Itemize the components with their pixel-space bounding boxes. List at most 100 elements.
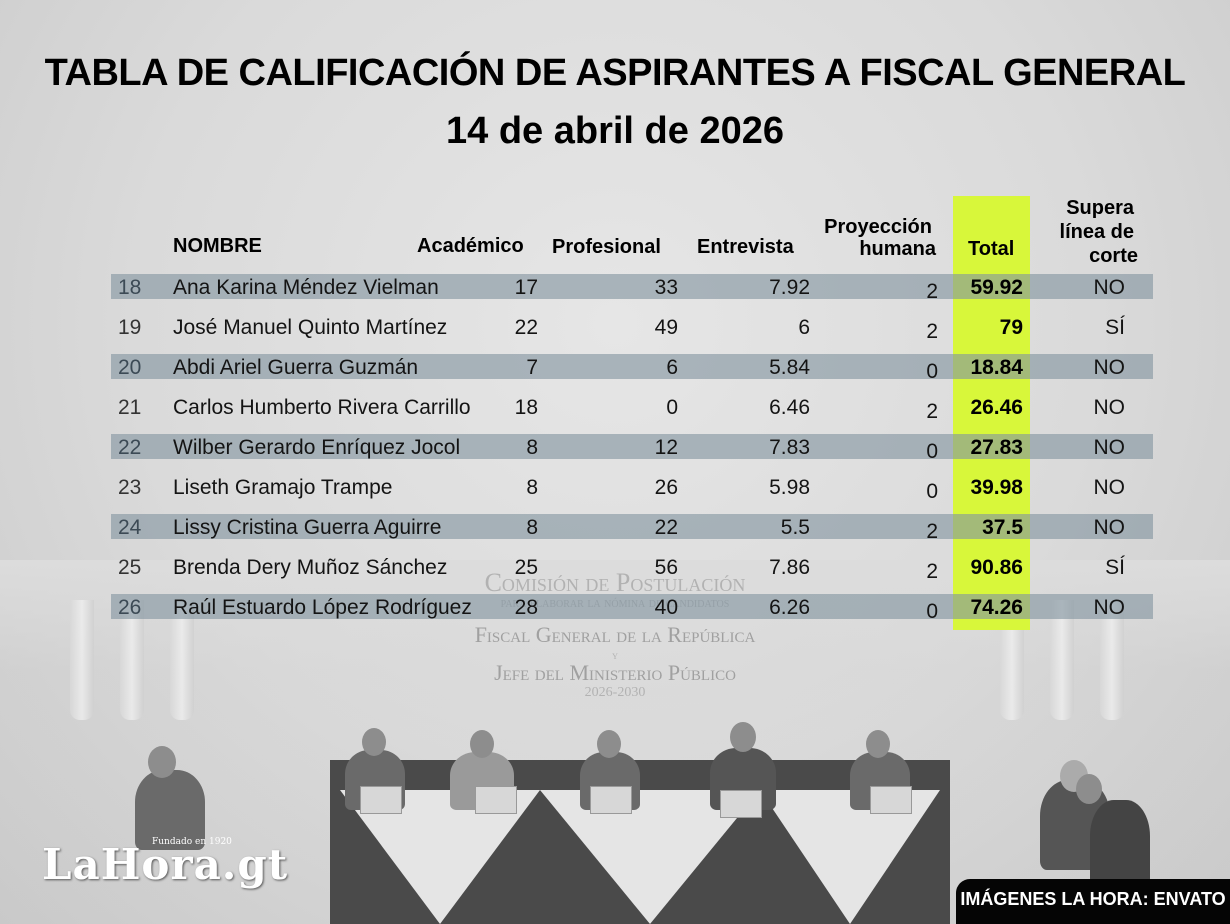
score-total: 37.5: [982, 516, 1023, 539]
score-profesional: 49: [654, 316, 678, 339]
row-number: 18: [118, 276, 142, 299]
score-total: 26.46: [970, 396, 1023, 419]
candidate-name: Raúl Estuardo López Rodríguez: [173, 596, 472, 619]
laptop: [720, 790, 762, 818]
score-academico: 8: [526, 436, 538, 459]
person-figure: [135, 770, 205, 850]
header-proyeccion-line2: humana: [859, 238, 936, 260]
supera-corte: SÍ: [1105, 556, 1125, 579]
row-number: 24: [118, 516, 142, 539]
flag-decoration: [120, 600, 144, 720]
score-proyeccion: 0: [926, 360, 938, 383]
header-proyeccion: Proyección humana: [800, 216, 940, 260]
table-row: 23 Liseth Gramajo Trampe 8 26 5.98 0 39.98 NO: [111, 474, 1153, 503]
person-figure: [1090, 800, 1150, 890]
score-profesional: 33: [654, 276, 678, 299]
score-total: 59.92: [970, 276, 1023, 299]
table-row: 19 José Manuel Quinto Martínez 22 49 6 2 79 SÍ: [111, 314, 1153, 343]
score-academico: 25: [514, 556, 538, 579]
score-academico: 28: [514, 596, 538, 619]
flag-decoration: [1050, 600, 1074, 720]
row-number: 26: [118, 596, 142, 619]
header-supera-line1: Supera: [1066, 197, 1134, 219]
header-entrevista: Entrevista: [697, 236, 794, 258]
lahora-logo: LaHora.gt: [42, 840, 289, 889]
row-number: 21: [118, 396, 142, 419]
score-entrevista: 5.98: [769, 476, 810, 499]
score-entrevista: 6.26: [769, 596, 810, 619]
total-column-highlight: [953, 196, 1030, 630]
table-row: 24 Lissy Cristina Guerra Aguirre 8 22 5.5 2 37…: [111, 514, 1153, 543]
score-academico: 17: [514, 276, 538, 299]
banner-line-3: Fiscal General de la República: [474, 622, 756, 647]
score-proyeccion: 2: [926, 400, 938, 423]
score-proyeccion: 0: [926, 480, 938, 503]
score-entrevista: 5.5: [780, 516, 810, 539]
score-profesional: 22: [654, 516, 678, 539]
score-proyeccion: 0: [926, 440, 938, 463]
score-profesional: 56: [654, 556, 678, 579]
candidate-name: Ana Karina Méndez Vielman: [173, 276, 439, 299]
supera-corte: NO: [1093, 516, 1126, 539]
table-row: 25 Brenda Dery Muñoz Sánchez 25 56 7.86 2 90.8…: [111, 554, 1153, 583]
score-total: 74.26: [970, 596, 1023, 619]
person-head: [1076, 774, 1102, 804]
supera-corte: NO: [1093, 596, 1126, 619]
candidate-name: Liseth Gramajo Trampe: [173, 476, 393, 499]
table-row: 21 Carlos Humberto Rivera Carrillo 18 0 6.46…: [111, 394, 1153, 423]
score-entrevista: 7.92: [769, 276, 810, 299]
table-row: 20 Abdi Ariel Guerra Guzmán 7 6 5.84 0 18.84 NO: [111, 354, 1153, 383]
banner-line-4: y: [612, 648, 618, 662]
logo-tagline: Fundado en 1920: [152, 837, 232, 847]
person-head: [362, 728, 386, 756]
score-proyeccion: 2: [926, 320, 938, 343]
score-profesional: 40: [654, 596, 678, 619]
score-entrevista: 6.46: [769, 396, 810, 419]
candidate-name: Wilber Gerardo Enríquez Jocol: [173, 436, 461, 459]
row-number: 19: [118, 316, 142, 339]
score-entrevista: 7.86: [769, 556, 810, 579]
score-proyeccion: 2: [926, 560, 938, 583]
row-number: 25: [118, 556, 142, 579]
header-total: Total: [968, 238, 1015, 260]
supera-corte: NO: [1093, 396, 1126, 419]
score-entrevista: 7.83: [769, 436, 810, 459]
laptop: [590, 786, 632, 814]
flag-decoration: [1100, 600, 1124, 720]
score-entrevista: 5.84: [769, 356, 810, 379]
row-number: 20: [118, 356, 142, 379]
banner-line-1: Comisión de Postulación: [484, 568, 746, 597]
candidate-name: Carlos Humberto Rivera Carrillo: [173, 396, 471, 419]
banner-line-5: Jefe del Ministerio Público: [494, 660, 736, 685]
header-supera-line2: línea de: [1059, 221, 1134, 243]
header-nombre: NOMBRE: [173, 235, 262, 257]
person-head: [470, 730, 494, 758]
flag-decoration: [70, 600, 94, 720]
person-head: [148, 746, 176, 778]
row-number: 22: [118, 436, 142, 459]
laptop: [360, 786, 402, 814]
score-profesional: 26: [654, 476, 678, 499]
header-proyeccion-line1: Proyección: [824, 216, 932, 238]
score-academico: 22: [514, 316, 538, 339]
score-total: 90.86: [970, 556, 1023, 579]
header-profesional: Profesional: [552, 236, 661, 258]
supera-corte: SÍ: [1105, 316, 1125, 339]
score-profesional: 6: [666, 356, 678, 379]
supera-corte: NO: [1093, 356, 1126, 379]
score-academico: 7: [526, 356, 538, 379]
table-row: 22 Wilber Gerardo Enríquez Jocol 8 12 7.83 0 2…: [111, 434, 1153, 463]
header-supera-line3: corte: [1089, 245, 1138, 267]
person-head: [730, 722, 756, 752]
score-profesional: 0: [666, 396, 678, 419]
candidate-name: José Manuel Quinto Martínez: [173, 316, 448, 339]
supera-corte: NO: [1093, 436, 1126, 459]
header-supera: Supera línea de corte: [1040, 196, 1148, 268]
score-total: 79: [999, 316, 1023, 339]
candidate-name: Abdi Ariel Guerra Guzmán: [173, 356, 419, 379]
banner-line-6: 2026-2030: [584, 685, 646, 700]
page-title: TABLA DE CALIFICACIÓN DE ASPIRANTES A FI…: [44, 52, 1186, 94]
score-academico: 8: [526, 516, 538, 539]
page-date: 14 de abril de 2026: [446, 110, 784, 152]
score-entrevista: 6: [798, 316, 810, 339]
